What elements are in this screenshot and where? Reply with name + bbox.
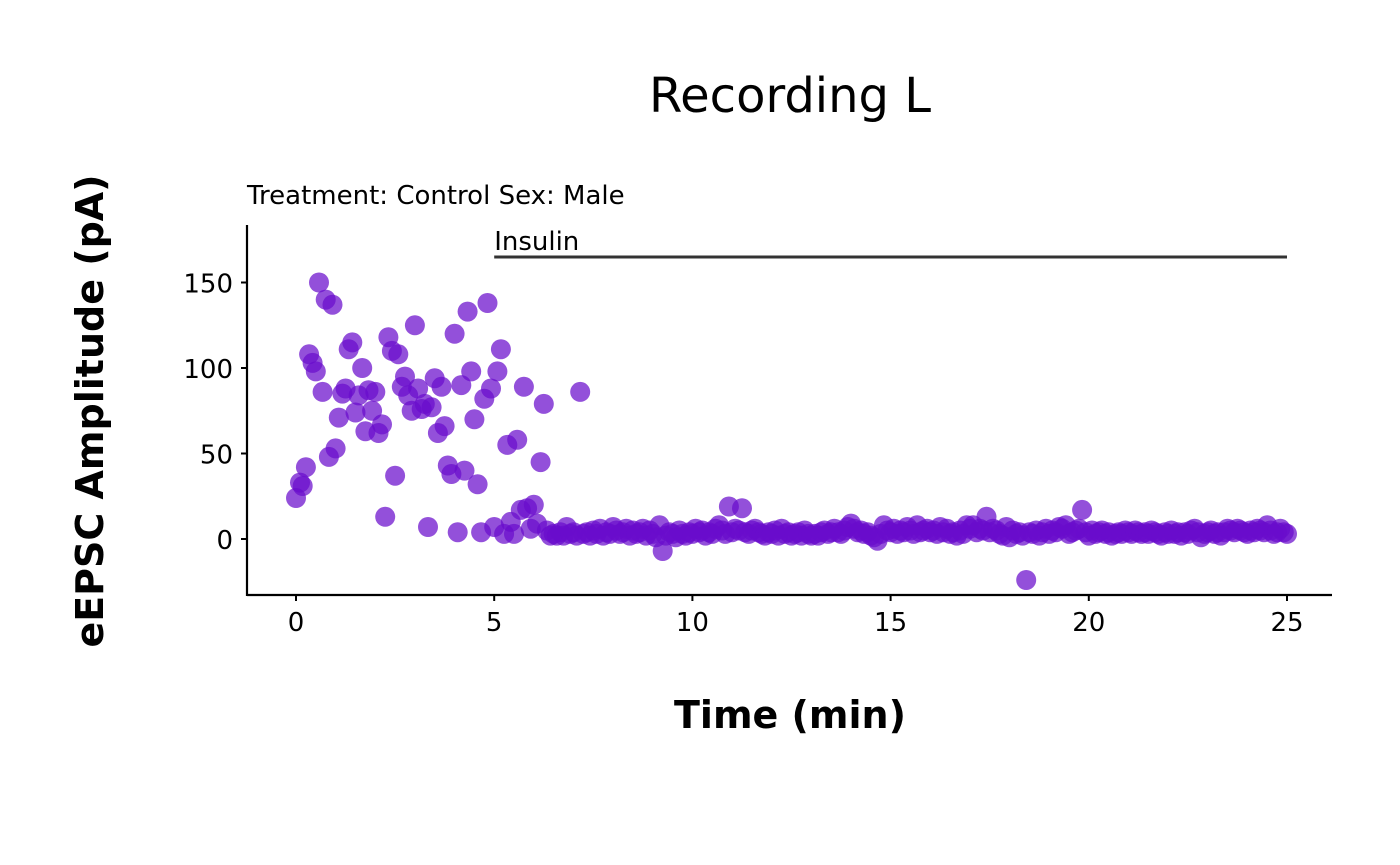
y-tick-label: 0 — [216, 526, 233, 556]
data-point — [292, 476, 313, 496]
data-point — [408, 378, 429, 399]
x-tick-label: 5 — [486, 608, 503, 638]
data-point — [513, 376, 534, 397]
y-axis-title: eEPSC Amplitude (pA) — [68, 174, 112, 647]
data-point — [385, 465, 406, 486]
x-tick-label: 20 — [1072, 608, 1105, 638]
data-point — [295, 457, 316, 478]
data-point — [404, 315, 425, 336]
data-point — [421, 397, 442, 418]
data-point — [481, 378, 501, 399]
data-point — [487, 361, 508, 382]
data-point — [431, 376, 452, 397]
data-point — [372, 414, 392, 435]
data-point — [490, 339, 511, 360]
y-axis-ticks: 0 50 100 150 — [183, 270, 247, 556]
x-tick-label: 15 — [874, 608, 907, 638]
data-point — [312, 381, 333, 402]
chart-subtitle: Treatment: Control Sex: Male — [246, 181, 625, 211]
data-point — [533, 393, 554, 414]
data-point — [464, 409, 485, 430]
data-point — [477, 293, 498, 313]
data-point — [322, 294, 343, 315]
chart-title: Recording L — [649, 68, 931, 124]
data-point — [345, 402, 366, 423]
x-axis-title: Time (min) — [674, 693, 906, 737]
data-point — [461, 361, 482, 382]
data-point — [328, 407, 349, 428]
data-point — [570, 381, 591, 402]
insulin-annotation: Insulin — [494, 227, 1287, 259]
data-point — [1072, 499, 1093, 520]
y-tick-label: 100 — [183, 355, 233, 385]
data-point — [388, 344, 409, 365]
data-point — [375, 506, 396, 527]
x-tick-label: 10 — [676, 608, 709, 638]
x-axis-ticks: 0 5 10 15 20 25 — [288, 595, 1304, 638]
scatter-points — [286, 272, 1297, 590]
data-point — [325, 438, 346, 459]
data-point — [434, 416, 455, 437]
data-point — [418, 517, 438, 537]
data-point — [395, 366, 415, 387]
data-point — [309, 272, 329, 293]
x-tick-label: 0 — [288, 608, 305, 638]
data-point — [467, 474, 488, 495]
data-point — [507, 429, 528, 450]
data-point — [1016, 570, 1037, 590]
data-point — [447, 522, 468, 543]
data-point — [305, 361, 326, 382]
y-tick-label: 150 — [183, 270, 233, 300]
data-point — [444, 323, 465, 344]
data-point — [342, 332, 363, 353]
insulin-label: Insulin — [494, 227, 579, 257]
data-point — [504, 523, 524, 544]
data-point — [454, 460, 475, 481]
x-tick-label: 25 — [1270, 608, 1303, 638]
y-tick-label: 50 — [200, 441, 233, 471]
data-point — [732, 498, 752, 519]
data-point — [457, 301, 478, 322]
data-point — [365, 381, 386, 402]
data-point — [523, 494, 544, 515]
data-point — [352, 358, 373, 378]
data-point — [652, 541, 673, 561]
data-point — [530, 452, 551, 473]
data-point — [1277, 523, 1297, 544]
plot-area: 0 5 10 15 20 25 0 50 100 150 Insulin — [183, 225, 1332, 638]
